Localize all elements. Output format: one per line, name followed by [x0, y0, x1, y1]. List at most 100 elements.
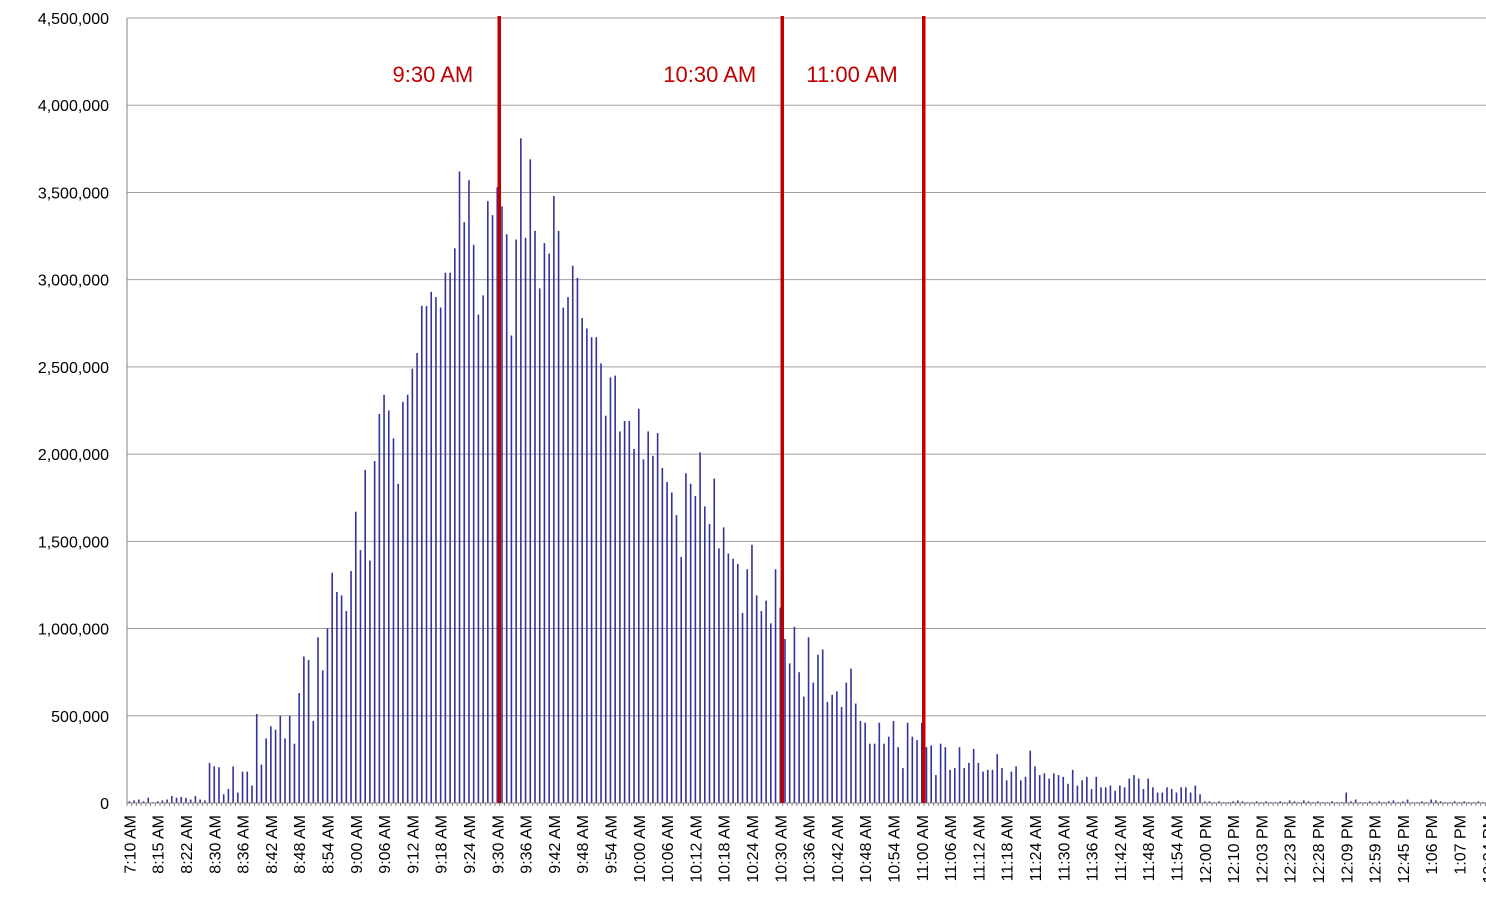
bar: [732, 558, 734, 803]
bar: [378, 413, 381, 803]
x-tick-label: 10:42 AM: [830, 815, 847, 883]
bar: [147, 797, 150, 803]
bar: [850, 668, 852, 803]
bar: [680, 557, 683, 803]
x-tick-label: 10:24 AM: [745, 815, 762, 883]
bar: [1100, 787, 1102, 803]
bar: [482, 295, 484, 803]
x-tick-label: 1:06 PM: [1424, 815, 1441, 875]
bar: [595, 337, 598, 803]
bar: [817, 654, 819, 803]
y-tick-label: 0: [100, 796, 109, 813]
bar: [902, 768, 904, 803]
bar: [510, 335, 513, 803]
bar: [1175, 792, 1178, 803]
bar: [1420, 801, 1423, 803]
bar: [411, 368, 414, 803]
x-tick-label: 11:06 AM: [943, 815, 960, 881]
bar: [812, 682, 815, 803]
bar: [628, 420, 631, 803]
bar: [727, 553, 730, 803]
bar: [265, 738, 267, 803]
bar: [784, 639, 786, 803]
bar: [458, 171, 461, 803]
bar: [1378, 801, 1381, 803]
bar: [1067, 783, 1069, 803]
bar: [288, 715, 291, 803]
bar: [336, 591, 338, 803]
y-tick-label: 2,000,000: [38, 447, 109, 464]
x-tick-label: 8:30 AM: [207, 815, 224, 874]
bar: [284, 738, 286, 803]
bar: [604, 415, 607, 803]
bar: [369, 560, 371, 803]
bar: [213, 766, 216, 803]
bar: [1076, 785, 1079, 803]
bar: [524, 237, 527, 804]
x-tick-label: 11:48 AM: [1141, 815, 1158, 881]
bar: [472, 244, 475, 803]
bar: [416, 352, 418, 803]
bar: [1057, 775, 1060, 803]
x-tick-label: 12:00 PM: [1198, 815, 1215, 883]
bar: [430, 291, 433, 803]
bar: [137, 799, 140, 803]
bar: [171, 796, 173, 803]
bar: [303, 656, 305, 803]
bar: [1109, 785, 1112, 803]
bar: [906, 722, 909, 803]
bar: [1477, 801, 1480, 803]
bar: [1114, 790, 1116, 803]
bar: [798, 672, 800, 803]
x-tick-label: 10:30 AM: [773, 815, 790, 883]
bar: [567, 297, 569, 803]
bar: [675, 515, 678, 803]
x-tick-label: 9:36 AM: [519, 815, 536, 874]
bar: [227, 789, 230, 803]
x-tick-label: 8:15 AM: [151, 815, 168, 874]
bar: [996, 754, 999, 803]
bar: [435, 297, 437, 803]
bar: [1265, 801, 1267, 803]
bar: [878, 722, 881, 803]
bar: [1156, 792, 1159, 803]
bar: [156, 801, 159, 803]
bar: [586, 328, 588, 803]
x-tick-label: 11:00 AM: [915, 815, 932, 881]
x-tick-label: 10:06 AM: [660, 815, 677, 883]
bar: [218, 767, 220, 803]
bar: [760, 611, 763, 803]
bar: [128, 801, 131, 803]
bar: [722, 527, 725, 803]
bar: [1024, 776, 1027, 803]
bar: [1392, 800, 1395, 803]
x-tick-label: 12:45 PM: [1396, 815, 1413, 883]
bar: [751, 544, 753, 803]
bar: [944, 747, 947, 803]
x-tick-label: 8:48 AM: [292, 815, 309, 874]
bar: [859, 721, 862, 803]
bar: [392, 438, 395, 803]
bar: [387, 410, 390, 803]
bar: [345, 611, 348, 803]
bar: [293, 743, 296, 803]
x-tick-label: 11:12 AM: [971, 815, 988, 881]
bar: [1435, 800, 1437, 803]
bar: [1402, 801, 1404, 803]
bar: [803, 696, 805, 803]
bar: [718, 548, 720, 803]
bar: [647, 431, 649, 803]
bar: [515, 239, 517, 804]
bar: [930, 745, 932, 803]
bar: [991, 769, 994, 803]
bar: [1048, 778, 1050, 803]
bar: [854, 703, 857, 803]
bar: [642, 459, 645, 803]
bar: [1043, 773, 1046, 803]
bar: [354, 511, 357, 803]
bar: [1354, 799, 1357, 803]
x-tick-label: 11:42 AM: [1113, 815, 1130, 881]
y-tick-label: 4,000,000: [38, 98, 109, 115]
bar: [916, 740, 918, 803]
